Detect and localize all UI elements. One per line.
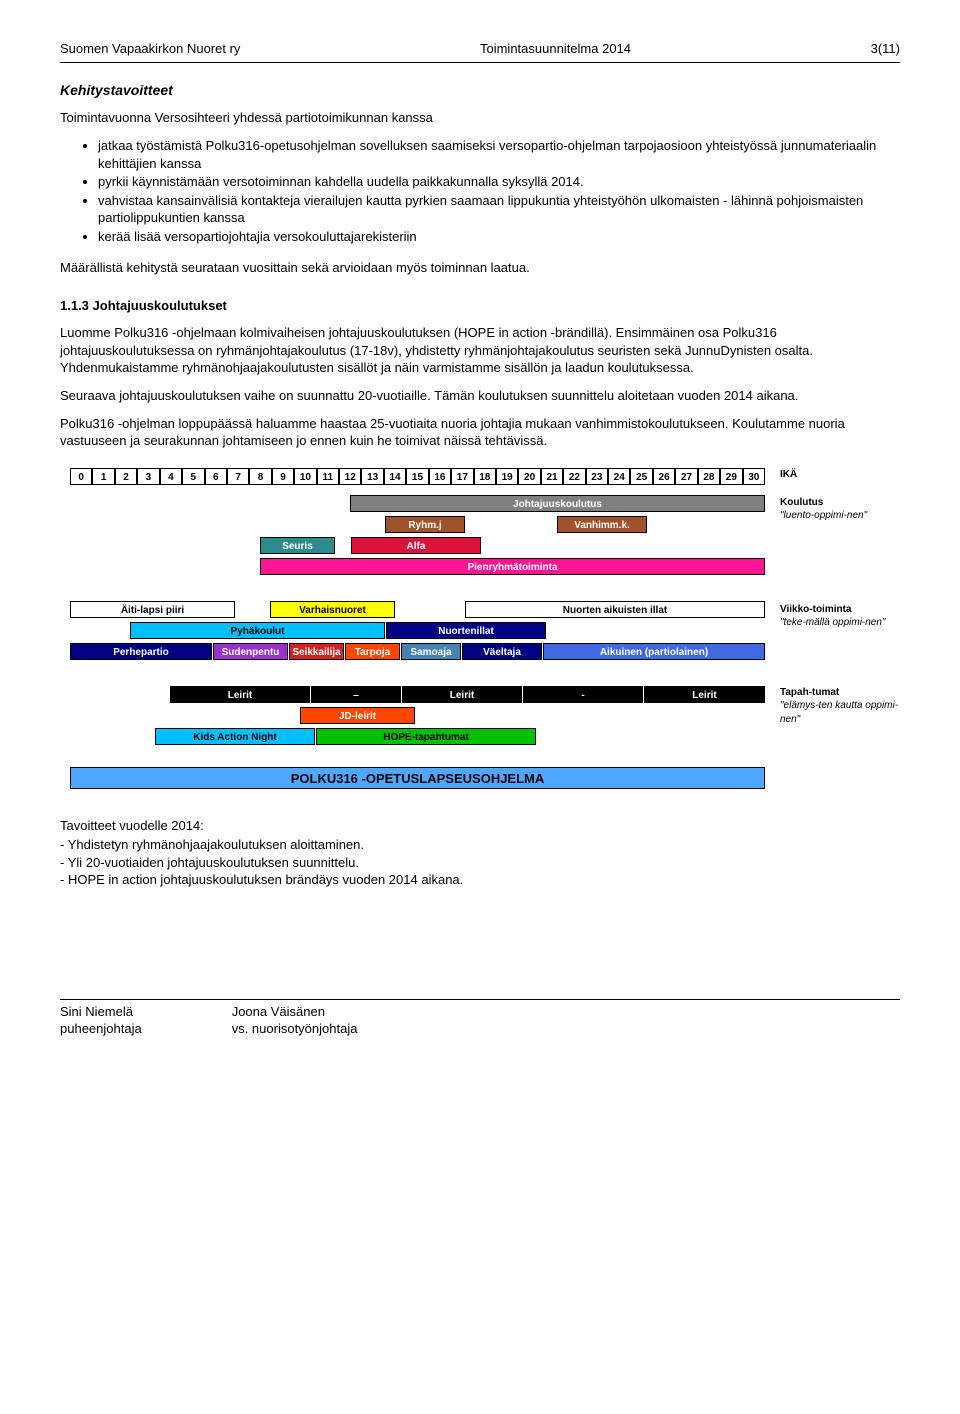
age-cell-26: 26	[653, 468, 675, 485]
header-divider	[60, 62, 900, 63]
age-cell-24: 24	[608, 468, 630, 485]
paragraph-1: Luomme Polku316 -ohjelmaan kolmivaiheise…	[60, 324, 900, 377]
row-viikko-1: Äiti-lapsi piiri Varhaisnuoret Nuorten a…	[70, 601, 900, 619]
age-cell-6: 6	[205, 468, 227, 485]
paragraph-2: Seuraava johtajuuskoulutuksen vaihe on s…	[60, 387, 900, 405]
bar-johtajuuskoulutus: Johtajuuskoulutus	[350, 495, 765, 512]
intro-text: Toimintavuonna Versosihteeri yhdessä par…	[60, 109, 900, 127]
age-cell-0: 0	[70, 468, 92, 485]
age-cell-3: 3	[137, 468, 159, 485]
bar-aikuinen: Aikuinen (partiolainen)	[543, 643, 765, 660]
bar-dash-1: –	[311, 686, 401, 703]
footer-left: Sini Niemelä puheenjohtaja	[60, 1003, 142, 1038]
bar-kids-action-night: Kids Action Night	[155, 728, 315, 745]
row-polku316: POLKU316 -OPETUSLAPSEUSOHJELMA	[70, 767, 900, 789]
row-pienryhma: Pienryhmätoiminta	[70, 558, 900, 576]
bullet-1: jatkaa työstämistä Polku316-opetusohjelm…	[98, 137, 900, 172]
age-cell-5: 5	[182, 468, 204, 485]
tavoitteet-3: - HOPE in action johtajuuskoulutuksen br…	[60, 871, 900, 889]
page-footer: Sini Niemelä puheenjohtaja Joona Väisäne…	[60, 999, 900, 1038]
row-viikko-3: Perhepartio Sudenpentu Seikkailija Tarpo…	[70, 643, 900, 661]
bar-aitilapsi: Äiti-lapsi piiri	[70, 601, 235, 618]
bar-ryhmj: Ryhm.j	[385, 516, 465, 533]
bar-jd-leirit: JD-leirit	[300, 707, 415, 724]
bar-samoaja: Samoaja	[401, 643, 461, 660]
label-viikkotoiminta: Viikko-toiminta "teke-mällä oppimi-nen"	[780, 603, 900, 630]
header-center: Toimintasuunnitelma 2014	[480, 40, 631, 58]
row-tapah-3: Kids Action Night HOPE-tapahtumat	[70, 728, 900, 746]
section-1-1-3: 1.1.3 Johtajuuskoulutukset	[60, 297, 900, 315]
age-cell-18: 18	[474, 468, 496, 485]
label-tapahtumat: Tapah-tumat "elämys-ten kautta oppimi-ne…	[780, 686, 900, 727]
tavoitteet-2: - Yli 20-vuotiaiden johtajuuskoulutuksen…	[60, 854, 900, 872]
bar-pyhakoulut: Pyhäkoulut	[130, 622, 385, 639]
polku316-diagram: 0123456789101112131415161718192021222324…	[70, 468, 900, 789]
bar-nuortenillat: Nuortenillat	[386, 622, 546, 639]
bar-vaeltaja: Väeltaja	[462, 643, 542, 660]
bar-alfa: Alfa	[351, 537, 481, 554]
bar-pienryhma: Pienryhmätoiminta	[260, 558, 765, 575]
row-johtajuuskoulutus: Johtajuuskoulutus	[70, 495, 900, 513]
bar-polku316: POLKU316 -OPETUSLAPSEUSOHJELMA	[70, 767, 765, 789]
row-tapah-2: JD-leirit	[70, 707, 900, 725]
row-tapah-1: Leirit – Leirit - Leirit	[70, 686, 900, 704]
tavoitteet-heading: Tavoitteet vuodelle 2014:	[60, 817, 900, 835]
page-header: Suomen Vapaakirkon Nuoret ry Toimintasuu…	[60, 40, 900, 60]
age-cell-14: 14	[384, 468, 406, 485]
age-cell-12: 12	[339, 468, 361, 485]
age-cell-16: 16	[429, 468, 451, 485]
age-cell-29: 29	[720, 468, 742, 485]
tavoitteet-1: - Yhdistetyn ryhmänohjaajakoulutuksen al…	[60, 836, 900, 854]
age-cell-1: 1	[92, 468, 114, 485]
header-right: 3(11)	[871, 40, 900, 58]
age-cell-9: 9	[272, 468, 294, 485]
age-scale-row: 0123456789101112131415161718192021222324…	[70, 468, 900, 486]
bullet-4: kerää lisää versopartiojohtajia versokou…	[98, 228, 900, 246]
bar-hope-tapahtumat: HOPE-tapahtumat	[316, 728, 536, 745]
ika-label: IKÄ	[780, 468, 900, 482]
age-cell-17: 17	[451, 468, 473, 485]
age-cell-2: 2	[115, 468, 137, 485]
bar-leirit-1: Leirit	[170, 686, 310, 703]
age-cell-25: 25	[630, 468, 652, 485]
label-koulutus: Koulutus "luento-oppimi-nen"	[780, 496, 900, 523]
age-cell-8: 8	[249, 468, 271, 485]
age-cell-15: 15	[406, 468, 428, 485]
age-cell-11: 11	[317, 468, 339, 485]
age-cell-23: 23	[586, 468, 608, 485]
age-cell-30: 30	[743, 468, 765, 485]
bullet-list-1: jatkaa työstämistä Polku316-opetusohjelm…	[60, 137, 900, 245]
bar-leirit-3: Leirit	[644, 686, 765, 703]
age-cell-10: 10	[294, 468, 316, 485]
age-cell-27: 27	[675, 468, 697, 485]
bar-seikkailija: Seikkailija	[289, 643, 344, 660]
maarallista-text: Määrällistä kehitystä seurataan vuositta…	[60, 259, 900, 277]
age-cell-22: 22	[563, 468, 585, 485]
age-cell-7: 7	[227, 468, 249, 485]
age-cell-13: 13	[361, 468, 383, 485]
bullet-3: vahvistaa kansainvälisiä kontakteja vier…	[98, 192, 900, 227]
age-cell-19: 19	[496, 468, 518, 485]
bar-sudenpentu: Sudenpentu	[213, 643, 288, 660]
bar-nuortenaikuistenillat: Nuorten aikuisten illat	[465, 601, 765, 618]
row-ryhmj-vanhimmk: Ryhm.j Vanhimm.k.	[70, 516, 900, 534]
bar-vanhimmk: Vanhimm.k.	[557, 516, 647, 533]
row-seuris-alfa: Seuris Alfa	[70, 537, 900, 555]
header-left: Suomen Vapaakirkon Nuoret ry	[60, 40, 240, 58]
age-cell-4: 4	[160, 468, 182, 485]
bar-seuris: Seuris	[260, 537, 335, 554]
bar-dash-2: -	[523, 686, 643, 703]
footer-right: Joona Väisänen vs. nuorisotyönjohtaja	[232, 1003, 358, 1038]
age-cell-21: 21	[541, 468, 563, 485]
row-viikko-2: Pyhäkoulut Nuortenillat	[70, 622, 900, 640]
paragraph-3: Polku316 -ohjelman loppupäässä haluamme …	[60, 415, 900, 450]
bullet-2: pyrkii käynnistämään versotoiminnan kahd…	[98, 173, 900, 191]
bar-perhepartio: Perhepartio	[70, 643, 212, 660]
heading-kehitystavoitteet: Kehitystavoitteet	[60, 81, 900, 100]
age-cell-20: 20	[518, 468, 540, 485]
bar-leirit-2: Leirit	[402, 686, 522, 703]
bar-tarpoja: Tarpoja	[345, 643, 400, 660]
age-cell-28: 28	[698, 468, 720, 485]
bar-varhaisnuoret: Varhaisnuoret	[270, 601, 395, 618]
